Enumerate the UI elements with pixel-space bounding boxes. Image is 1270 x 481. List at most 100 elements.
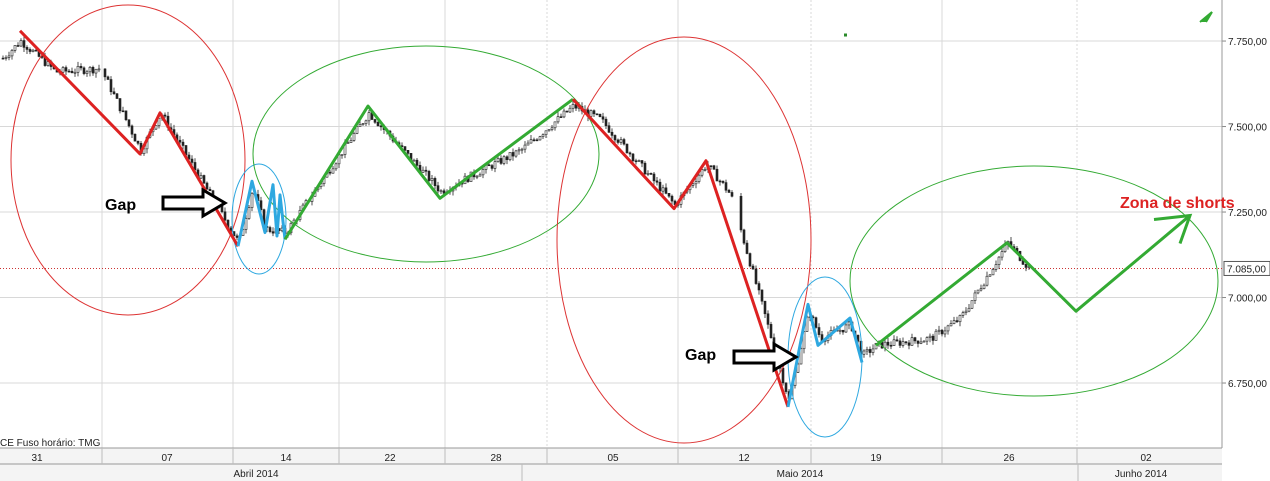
candle-body [181,141,185,146]
candle-body [913,337,917,342]
candle-body [61,67,65,73]
candle-body [928,335,932,338]
trend-line-3 [571,98,790,408]
annotation-ellipse [849,165,1219,397]
candle-body [208,188,212,192]
candle-body [697,174,701,182]
candle-body [556,116,560,123]
annotation-ellipse [556,36,812,444]
candle-body [115,93,119,99]
candle-body [841,329,845,333]
candle-body [622,139,626,145]
candle-body [973,292,977,301]
candle-body [967,307,971,312]
footer-text: CE Fuso horário: TMG [0,438,101,449]
x-tick-label: 31 [31,453,43,464]
candle-body [331,168,335,174]
candle-body [994,264,998,270]
candle-body [991,269,995,276]
candle-body [763,300,767,315]
candle-body [970,300,974,309]
x-tick-label: 28 [490,453,502,464]
candle-body [358,124,362,127]
candle-body [34,49,38,52]
candle-body [406,150,410,154]
candle-body [643,162,647,175]
candle-body [538,136,542,141]
candle-body [610,131,614,136]
candle-body [589,110,593,117]
candle-body [205,182,209,190]
candle-body [82,67,86,74]
x-tick-label: 26 [1003,453,1015,464]
candle-body [997,256,1001,265]
y-tick-label: 7.250,00 [1228,208,1267,219]
candle-body [130,125,134,135]
candle-body [547,129,551,132]
trend-line-0 [18,29,240,247]
candle-body [865,349,869,352]
candle-body [70,70,74,74]
candle-body [760,289,764,302]
candle-body [124,110,128,121]
candle-body [526,142,530,146]
annotation-ellipse [10,4,246,316]
candle-body [709,165,713,167]
candle-body [856,334,860,342]
candle-body [751,265,755,270]
candle-body [607,125,611,133]
candle-body [562,110,566,118]
candle-body [976,289,980,294]
candle-body [634,160,638,163]
candle-body [661,187,665,192]
candle-body [943,330,947,335]
gap-arrow-2 [732,341,799,373]
candle-body [883,341,887,349]
trend-line-5 [875,214,1191,347]
candle-body [112,91,116,95]
candle-body [271,231,275,234]
candle-body [511,152,515,157]
candle-body [658,181,662,192]
candle-body [727,189,731,193]
candle-body [739,195,743,231]
candle-body [67,70,71,73]
x-tick-label: 19 [870,453,882,464]
candle-body [553,121,557,129]
month-label: Junho 2014 [1115,469,1168,480]
candle-body [430,178,434,181]
candle-body [190,158,194,163]
candle-body [514,150,518,157]
candle-body [517,149,521,152]
candle-body [334,163,338,170]
candle-body [1000,251,1004,258]
candle-body [376,122,380,127]
candle-body [640,160,644,164]
candle-body [979,288,983,291]
candle-body [199,175,203,179]
trend-line-4 [786,302,864,408]
candle-body [988,274,992,277]
candle-body [490,165,494,169]
candle-body [781,367,785,384]
x-tick-label: 05 [607,453,619,464]
x-tick-label: 22 [384,453,396,464]
candle-body [946,325,950,332]
zona-label: Zona de shorts [1120,195,1235,212]
candle-body [886,341,890,346]
candle-body [436,185,440,192]
candle-body [532,139,536,142]
candle-body [121,110,125,113]
candle-body [694,181,698,185]
candle-body [568,107,572,113]
candle-body [340,154,344,156]
candle-body [766,313,770,325]
candle-body [889,344,893,347]
trend-line-2 [283,97,574,241]
candle-body [97,68,101,71]
y-tick-label: 7.750,00 [1228,37,1267,48]
candle-body [442,190,446,194]
candle-body [178,139,182,143]
candle-body [424,169,428,172]
month-label: Abril 2014 [233,469,278,480]
